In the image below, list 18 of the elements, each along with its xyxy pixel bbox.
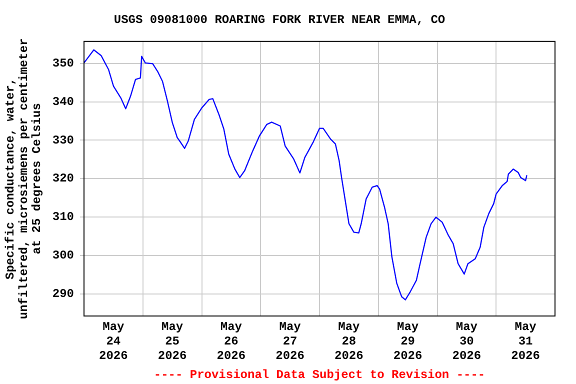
y-tick-label: 350 [52,56,74,70]
text: ---- Provisional Data Subject to Revision ---- [154,368,486,382]
y-tick-label: 290 [52,287,74,302]
x-tick-label: May 24 2026 [99,320,128,364]
y-tick-label: 320 [52,172,74,186]
y-tick-label: 340 [52,94,74,109]
y-tick-label: 310 [52,210,74,224]
x-tick-label: May 28 2026 [334,320,364,364]
y-axis-title: Specific conductance, water, unfiltered, microsiemens per centimeter at 25 degrees Celsius [4,38,44,320]
y-tick-label: 300 [52,248,74,263]
x-tick-label: May 26 2026 [216,320,246,364]
y-tick-label: 330 [52,133,74,148]
x-tick-label: May 29 2026 [393,320,422,364]
x-tick-label: May 27 2026 [276,320,304,364]
chart-title: USGS 09081000 ROARING FORK RIVER NEAR EMMA, CO [114,13,446,28]
x-tick-label: May 30 2026 [452,320,482,364]
x-tick-label: May 31 2026 [511,320,540,364]
x-tick-label: May 25 2026 [158,320,187,364]
